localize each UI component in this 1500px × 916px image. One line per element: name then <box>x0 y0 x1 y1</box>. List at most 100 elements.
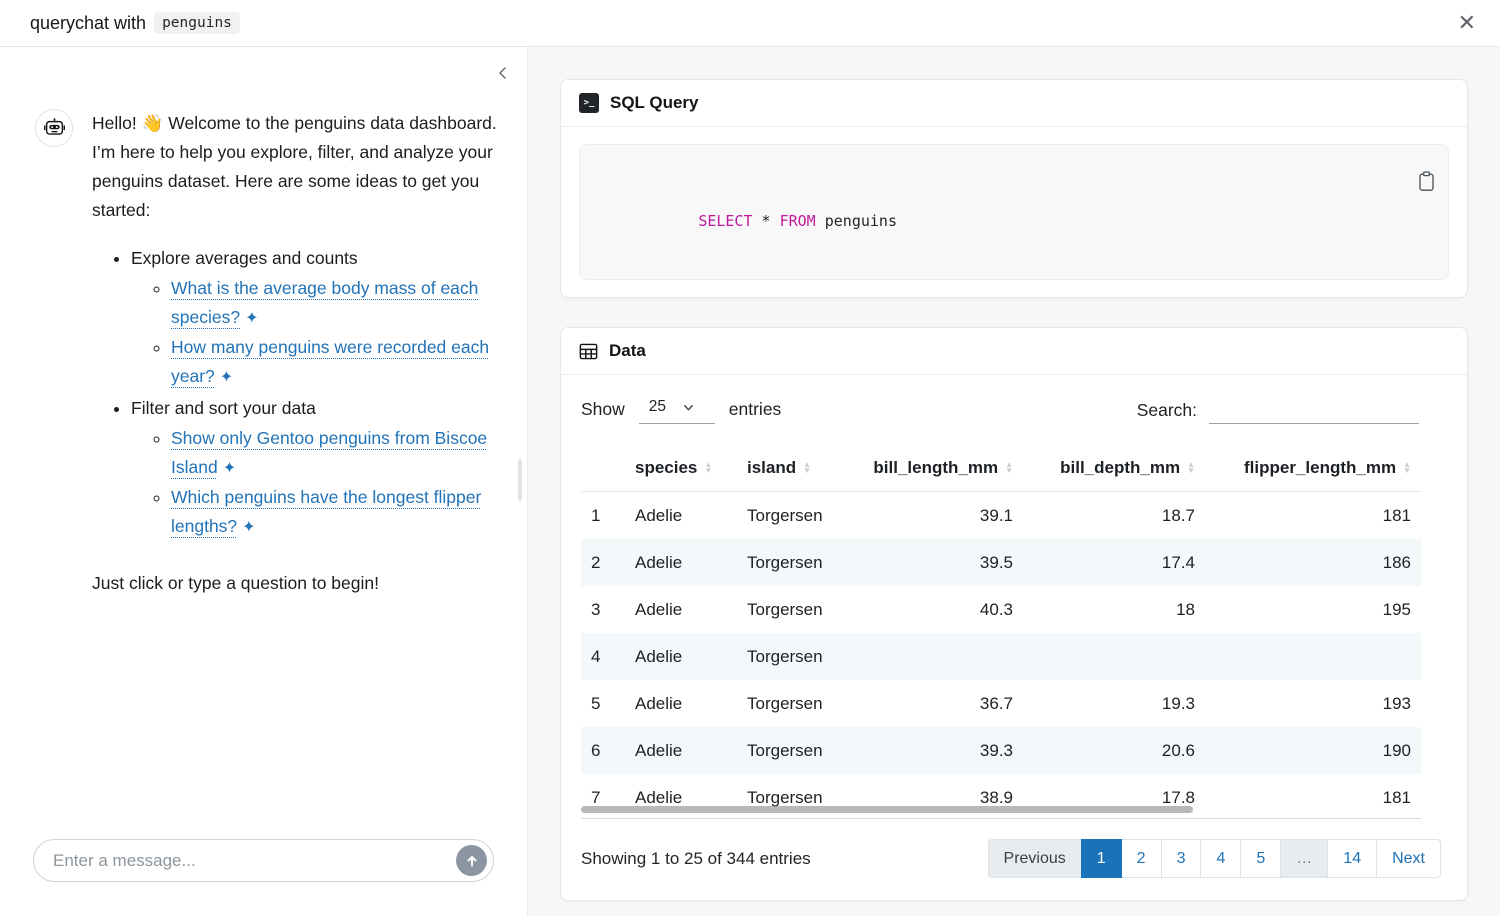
suggestion-link-longest-flippers[interactable]: Which penguins have the longest flipper … <box>171 487 482 536</box>
table-cell: Adelie <box>635 693 683 713</box>
page-button-2[interactable]: 2 <box>1120 839 1162 878</box>
table-cell: 18.7 <box>1161 505 1195 525</box>
sort-arrows-icon: ▲ ▼ <box>1187 459 1195 475</box>
table-cell: Torgersen <box>747 693 823 713</box>
table-row: 3 Adelie Torgersen 40.3 18 195 <box>581 586 1421 633</box>
page-button-4[interactable]: 4 <box>1200 839 1242 878</box>
table-cell: 39.3 <box>979 740 1013 760</box>
data-card: Data Show 25 entries <box>560 327 1468 901</box>
horizontal-scrollbar-thumb[interactable] <box>581 806 1193 813</box>
column-header-bill_length_mm[interactable]: bill_length_mm ▲ ▼ <box>853 449 1023 492</box>
sql-card-header: >_ SQL Query <box>561 80 1467 127</box>
copy-icon[interactable] <box>1370 152 1439 214</box>
row-index-cell: 4 <box>591 646 601 666</box>
chat-panel: Hello! 👋 Welcome to the penguins data da… <box>0 47 528 916</box>
sql-text: * <box>752 212 780 230</box>
table-cell <box>1023 633 1205 680</box>
page-button-5[interactable]: 5 <box>1240 839 1282 878</box>
main-split: Hello! 👋 Welcome to the penguins data da… <box>0 47 1500 916</box>
table-cell: 186 <box>1382 552 1411 572</box>
row-index-cell: 2 <box>591 552 601 572</box>
table-cell: Adelie <box>635 505 683 525</box>
suggestion-link-penguins-per-year[interactable]: How many penguins were recorded each yea… <box>171 337 490 386</box>
suggestion-group: Explore averages and counts What is the … <box>131 244 501 392</box>
sort-arrows-icon: ▲ ▼ <box>1403 459 1411 475</box>
sparkle-icon: ✦ <box>219 369 234 386</box>
chat-message-input[interactable] <box>53 850 456 871</box>
table-cell: Adelie <box>635 787 683 807</box>
table-cell: 39.5 <box>979 552 1013 572</box>
table-cell <box>853 633 1023 680</box>
table-cell: Torgersen <box>747 740 823 760</box>
row-index-cell: 1 <box>591 505 601 525</box>
row-index-cell: 7 <box>591 787 601 807</box>
table-cell: 39.1 <box>979 505 1013 525</box>
search-control: Search: <box>1137 396 1419 424</box>
page-button-previous: Previous <box>987 839 1082 878</box>
page-button-3[interactable]: 3 <box>1160 839 1202 878</box>
page-length-value: 25 <box>648 398 667 415</box>
page-button-next[interactable]: Next <box>1376 839 1441 878</box>
closing-text: Just click or type a question to begin! <box>92 573 379 593</box>
data-card-body: Show 25 entries Search: <box>561 375 1467 900</box>
table-cell: 40.3 <box>979 599 1013 619</box>
row-index-cell: 6 <box>591 740 601 760</box>
row-index-cell: 3 <box>591 599 601 619</box>
table-row: 6 Adelie Torgersen 39.3 20.6 190 <box>581 727 1421 774</box>
message-content: Hello! 👋 Welcome to the penguins data da… <box>92 109 501 598</box>
column-header-island[interactable]: island ▲ ▼ <box>737 449 853 492</box>
page-button-1[interactable]: 1 <box>1080 839 1122 878</box>
data-card-title: Data <box>609 341 646 360</box>
list-item: How many penguins were recorded each yea… <box>171 333 501 392</box>
sort-arrows-icon: ▲ ▼ <box>803 459 812 475</box>
column-header-bill_depth_mm[interactable]: bill_depth_mm ▲ ▼ <box>1023 449 1205 492</box>
table-cell: Adelie <box>635 740 683 760</box>
search-input[interactable] <box>1209 396 1419 424</box>
table-footer: Showing 1 to 25 of 344 entries Previous 1… <box>581 839 1447 878</box>
page-title: querychat with <box>30 12 147 33</box>
table-cell: 195 <box>1382 599 1411 619</box>
greeting-text: Hello! 👋 Welcome to the penguins data da… <box>92 113 497 220</box>
table-row: 4 Adelie Torgersen <box>581 633 1421 680</box>
table-cell: Torgersen <box>747 552 823 572</box>
page-button-ellipsis: … <box>1280 839 1329 878</box>
page-button-14[interactable]: 14 <box>1327 839 1378 878</box>
send-button[interactable] <box>456 845 487 876</box>
sql-query-card: >_ SQL Query SELECT * FROM penguins <box>560 79 1468 298</box>
row-index-cell: 5 <box>591 693 601 713</box>
table-info: Showing 1 to 25 of 344 entries <box>581 848 811 868</box>
suggestion-group: Filter and sort your data Show only Gent… <box>131 394 501 542</box>
sql-text: penguins <box>815 212 897 230</box>
list-item: What is the average body mass of each sp… <box>171 274 501 333</box>
robot-icon <box>35 109 73 147</box>
sort-arrows-icon: ▲ ▼ <box>704 459 713 475</box>
table-cell: Adelie <box>635 646 683 666</box>
pagination: Previous 1 2 3 4 5… 14 Next <box>987 839 1441 878</box>
table-cell: 181 <box>1382 505 1411 525</box>
column-header-flipper_length_mm[interactable]: flipper_length_mm ▲ ▼ <box>1205 449 1421 492</box>
chevron-left-icon[interactable] <box>491 61 515 88</box>
show-label: Show <box>581 399 625 419</box>
table-cell: 18 <box>1176 599 1195 619</box>
chat-scrollbar-thumb[interactable] <box>518 459 522 501</box>
table-cell: 193 <box>1382 693 1411 713</box>
suggestion-link-gentoo-biscoe[interactable]: Show only Gentoo penguins from Biscoe Is… <box>171 428 488 477</box>
close-icon[interactable]: ✕ <box>1448 6 1486 40</box>
suggestion-link-avg-body-mass[interactable]: What is the average body mass of each sp… <box>171 278 479 327</box>
table-cell: 19.3 <box>1161 693 1195 713</box>
table-cell: 20.6 <box>1161 740 1195 760</box>
column-header-species[interactable]: species ▲ ▼ <box>625 449 737 492</box>
page-length-select[interactable]: 25 <box>638 395 715 424</box>
sql-card-title: SQL Query <box>610 93 699 112</box>
table-cell: 36.7 <box>979 693 1013 713</box>
list-item: Which penguins have the longest flipper … <box>171 483 501 542</box>
sort-arrows-icon: ▲ ▼ <box>1005 459 1013 475</box>
sparkle-icon: ✦ <box>222 460 237 477</box>
table-container: species ▲ ▼ island ▲ ▼ bill_length_mm ▲ ▼ bill_de… <box>581 449 1421 819</box>
table-row: 2 Adelie Torgersen 39.5 17.4 186 <box>581 539 1421 586</box>
entries-label: entries <box>728 399 782 419</box>
data-card-header: Data <box>561 328 1467 375</box>
table-cell: 17.8 <box>1161 787 1195 807</box>
column-header-index <box>581 449 625 492</box>
sql-code-block: SELECT * FROM penguins <box>579 144 1449 280</box>
